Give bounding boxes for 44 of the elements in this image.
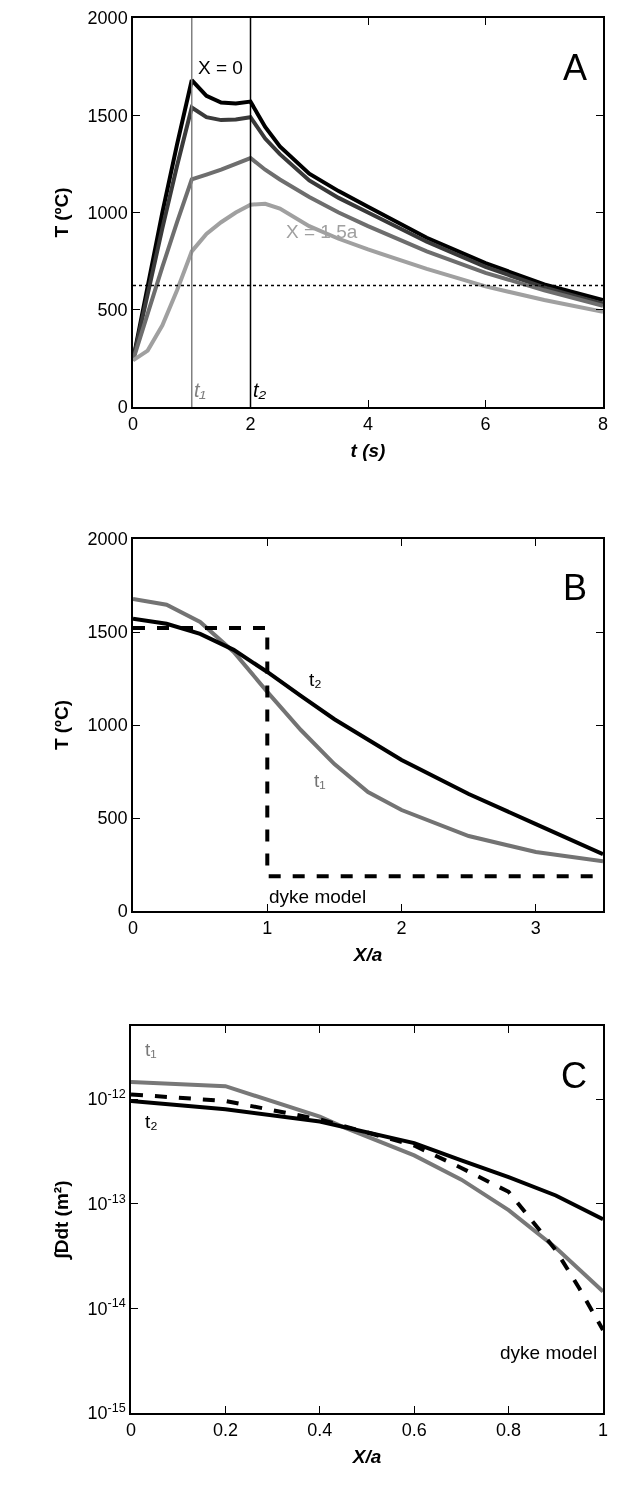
y-tick-label: 1000 [87, 715, 128, 736]
x-tick-label: 0.6 [401, 1420, 427, 1441]
series-label: dyke model [500, 1342, 598, 1363]
x-tick-label: 0.4 [307, 1420, 333, 1441]
ref-line-label: t₁ [194, 379, 206, 401]
y-tick-label: 1500 [87, 622, 128, 643]
x-tick-label: 6 [480, 414, 491, 435]
y-tick-label: 10$^{-13}$ [87, 1191, 126, 1215]
y-tick-label: 10$^{-14}$ [87, 1296, 126, 1319]
series-label: t₂ [145, 1111, 158, 1132]
series-label: dyke model [269, 886, 367, 907]
y-axis-title: ∫Ddt (m²) [50, 1180, 73, 1261]
annotation: C [561, 1055, 587, 1096]
series-label: t₁ [314, 770, 326, 791]
series-label: t₂ [309, 669, 322, 690]
y-tick-label: 1500 [87, 105, 128, 126]
x-tick-label: 0.2 [212, 1420, 238, 1441]
series-label: X = 0 [198, 57, 243, 78]
y-axis-title: T (ºC) [50, 699, 72, 751]
x-tick-label: 3 [530, 918, 541, 939]
y-tick-label: 500 [97, 808, 128, 829]
y-tick-label: 1000 [87, 202, 128, 223]
ref-line-label: t₂ [253, 379, 267, 401]
x-tick-label: 2 [245, 414, 256, 435]
x-axis-title: X/a [352, 943, 383, 965]
x-tick-label: 2 [396, 918, 407, 939]
y-tick-label: 2000 [87, 529, 128, 550]
y-tick-label: 0 [117, 397, 128, 418]
y-tick-label: 500 [97, 300, 128, 321]
x-axis-title: t (s) [350, 439, 386, 461]
y-tick-label: 10$^{-12}$ [87, 1086, 126, 1110]
annotation: A [563, 47, 588, 88]
x-tick-label: 4 [362, 414, 374, 435]
y-tick-label: 2000 [87, 8, 128, 29]
y-tick-label: 0 [117, 901, 128, 922]
x-tick-label: 1 [597, 1420, 609, 1441]
series-label: t₁ [145, 1039, 157, 1060]
annotation: B [563, 567, 588, 608]
x-tick-label: 1 [262, 918, 273, 939]
y-axis-title: T (ºC) [50, 187, 72, 238]
x-axis-title: X/a [351, 1445, 382, 1467]
x-tick-label: 0.8 [496, 1420, 522, 1441]
y-tick-label: 10$^{-15}$ [87, 1400, 126, 1424]
x-tick-label: 8 [597, 414, 609, 435]
